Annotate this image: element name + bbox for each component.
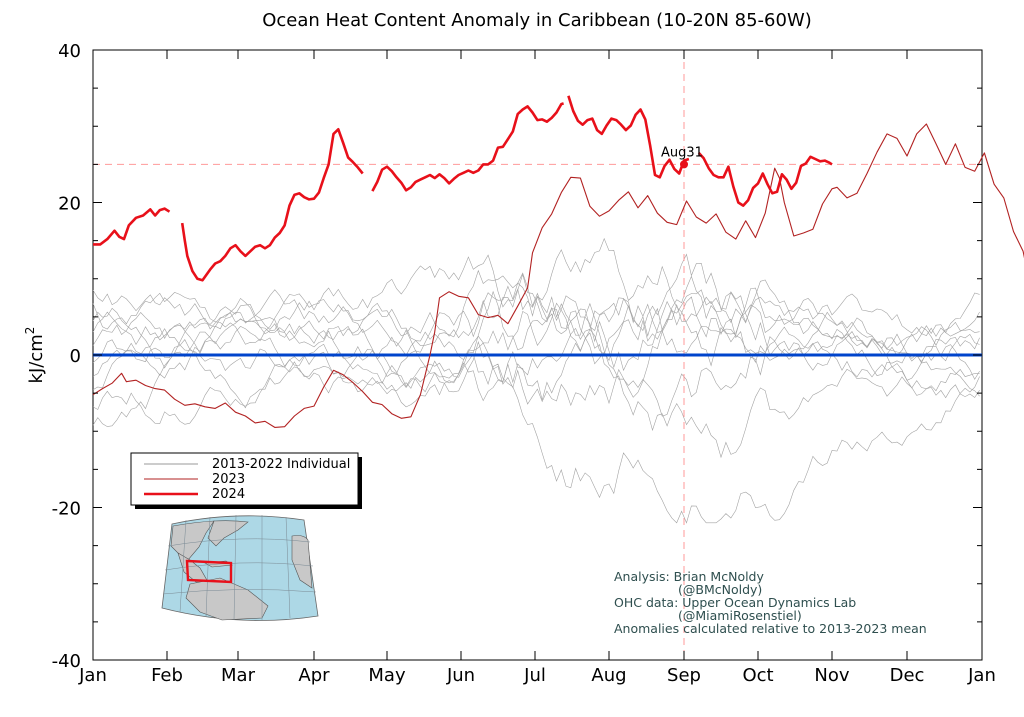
inset-map-region-box — [185, 559, 233, 584]
chart-title: Ocean Heat Content Anomaly in Caribbean … — [262, 10, 812, 31]
x-tick-label: May — [368, 665, 406, 686]
x-axis: Jan Feb Mar Apr May Jun Jul Aug Sep Oct Nov Dec Jan — [78, 50, 996, 686]
inset-map — [161, 514, 319, 621]
legend-label-individual: 2013-2022 Individual — [212, 457, 350, 472]
y-tick-label: 20 — [58, 194, 81, 215]
credit-ohc-handle: (@MiamiRosenstiel) — [678, 608, 802, 623]
y-axis-label-text: kJ/cm — [26, 334, 47, 383]
y-axis-label: kJ/cm2 — [23, 327, 47, 384]
series-line-2024 — [93, 207, 171, 246]
x-tick-label: Jan — [78, 665, 107, 686]
series-line-2024 — [697, 152, 833, 207]
y-axis: -40 -20 0 20 40 — [52, 41, 982, 672]
credit-analysis-handle: (@BMcNoldy) — [678, 582, 762, 597]
series-2024 — [93, 95, 833, 282]
x-tick-label: Feb — [151, 665, 183, 686]
credits: Analysis: Brian McNoldy (@BMcNoldy) OHC … — [614, 569, 927, 636]
aug31-label: Aug31 — [661, 145, 703, 160]
credit-ohc-data: OHC data: Upper Ocean Dynamics Lab — [614, 595, 856, 610]
series-line-individual — [92, 292, 980, 459]
inset-map-land-florida — [207, 520, 249, 547]
x-tick-label: Jan — [967, 665, 996, 686]
x-tick-label: Mar — [221, 665, 256, 686]
series-line-2023 — [92, 123, 1024, 428]
series-line-individual — [92, 312, 980, 524]
series-2023 — [92, 123, 1024, 428]
x-tick-label: Oct — [742, 665, 773, 686]
x-tick-label: Jul — [523, 665, 546, 686]
aug31-marker — [680, 160, 688, 169]
y-tick-label: -40 — [52, 651, 81, 672]
x-tick-label: Aug — [591, 665, 626, 686]
x-tick-label: Sep — [667, 665, 701, 686]
y-axis-label-superscript: 2 — [23, 327, 37, 335]
credit-analysis: Analysis: Brian McNoldy — [614, 569, 764, 584]
credit-anomalies-note: Anomalies calculated relative to 2013-20… — [614, 621, 927, 636]
series-line-individual — [92, 289, 980, 427]
legend-label-2023: 2023 — [212, 472, 245, 487]
series-line-2024 — [567, 95, 690, 179]
series-line-2024 — [180, 128, 364, 282]
x-tick-label: Apr — [298, 665, 330, 686]
x-tick-label: Dec — [890, 665, 925, 686]
y-tick-label: 40 — [58, 41, 81, 62]
inset-map-graticule — [162, 514, 317, 621]
legend-label-2024: 2024 — [212, 487, 245, 502]
series-line-2024 — [371, 102, 564, 192]
background-series-group — [92, 237, 980, 524]
legend: 2013-2022 Individual 2023 2024 — [130, 452, 362, 509]
series-line-individual — [92, 254, 980, 397]
series-line-individual — [92, 273, 980, 365]
series-line-individual — [92, 296, 980, 407]
y-tick-label: -20 — [52, 499, 81, 520]
inset-map-land-africa — [291, 535, 313, 589]
series-line-individual — [92, 291, 980, 425]
x-tick-label: Jun — [446, 665, 475, 686]
x-tick-label: Nov — [814, 665, 849, 686]
y-tick-label: 0 — [70, 346, 81, 367]
